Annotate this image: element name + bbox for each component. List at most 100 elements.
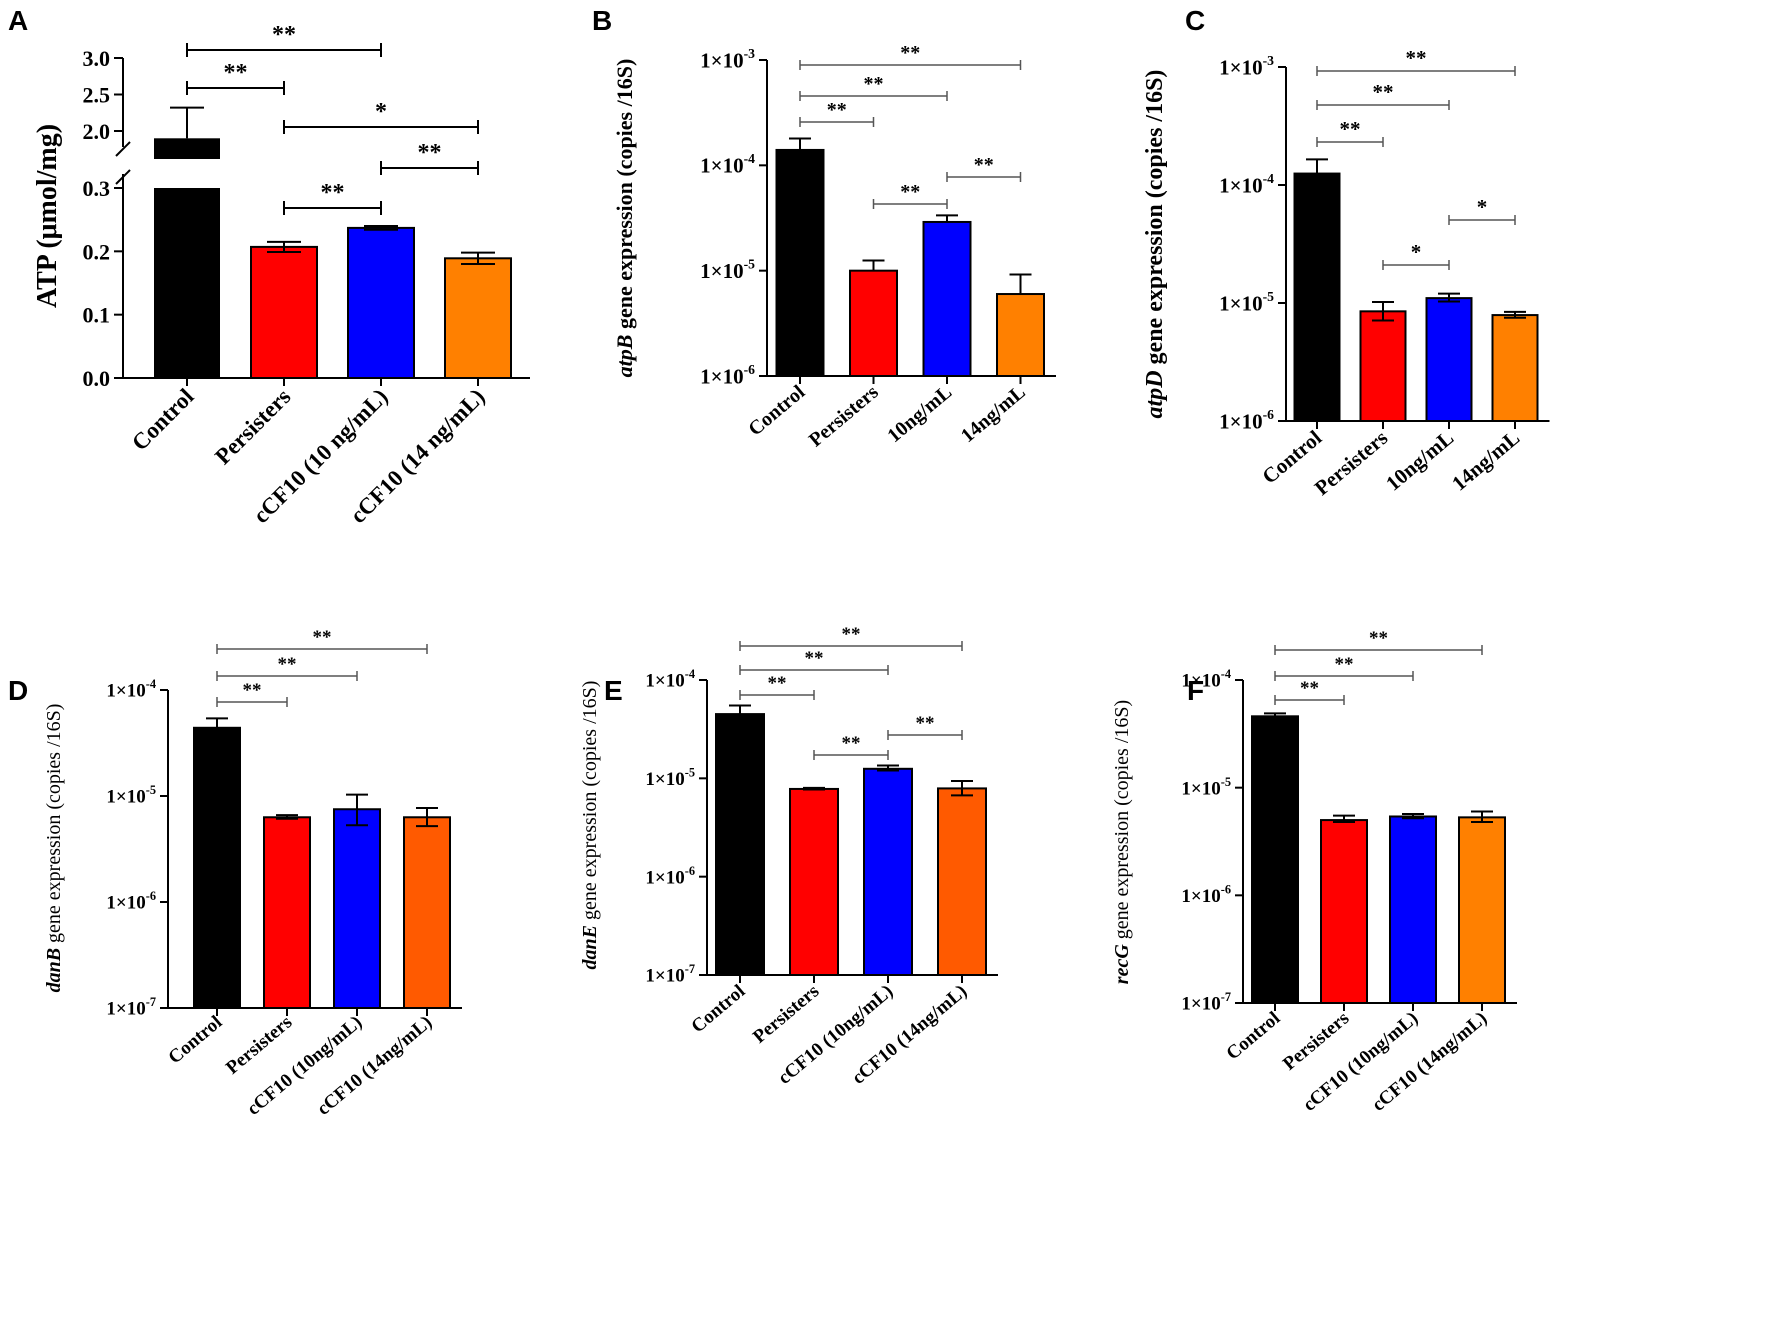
bar-4 [996,293,1045,377]
bar-1 [1251,715,1299,1004]
y-tick-base: 1×10 [645,966,684,987]
y-axis-label-text: gene expression (copies /16S) [1111,700,1133,944]
x-tick-label: Control [687,981,749,1038]
y-tick-base: 1×10 [700,48,743,72]
significance-label: ** [1373,80,1394,104]
y-tick-base: 1×10 [1181,994,1220,1015]
y-tick-label: 0.2 [83,239,111,264]
y-tick-label: 0.0 [83,366,111,391]
y-tick-label: 1×10-5 [700,257,755,283]
significance-label: ** [1340,117,1361,141]
panel-c: 1×10-61×10-51×10-41×10-3ControlPersister… [1142,46,1550,500]
bar-4 [403,816,451,1009]
x-tick-label: 14ng/mL [1447,425,1524,495]
bar-4 [1458,816,1506,1004]
x-tick-label: 10ng/mL [883,381,956,447]
x-tick-label: 14ng/mL [957,381,1030,447]
y-tick-exponent: -5 [685,765,695,779]
y-tick-label: 1×10-3 [1219,53,1274,79]
panel-letter-f: F [1187,675,1204,706]
y-tick-base: 1×10 [1219,55,1262,79]
x-tick-label: Control [127,384,199,456]
bar-2 [1359,310,1407,422]
significance-label: ** [278,654,297,675]
y-tick-base: 1×10 [1219,173,1262,197]
panel-letter-b: B [592,5,612,36]
y-tick-exponent: -7 [146,995,156,1009]
y-tick-label: 1×10-7 [645,962,695,987]
y-tick-label: 1×10-7 [106,995,156,1020]
bar-1 [193,726,241,1009]
y-tick-base: 1×10 [645,671,684,692]
panel-letter-a: A [8,5,28,36]
y-tick-exponent: -6 [1221,882,1231,896]
y-tick-base: 1×10 [1219,409,1262,433]
y-tick-base: 1×10 [1181,886,1220,907]
y-axis-label: recG gene expression (copies /16S) [1111,700,1133,984]
significance-label: ** [1300,678,1319,699]
significance-label: ** [418,140,442,166]
y-axis-label-gene: danB [43,948,65,992]
significance-label: ** [916,713,935,734]
significance-label: ** [900,42,920,64]
x-tick-label: Persisters [210,384,295,469]
y-tick-base: 1×10 [1181,671,1220,692]
x-tick-label: cCF10 (10ng/mL) [243,1012,366,1120]
y-tick-label: 1×10-4 [645,667,695,692]
panel-letter-d: D [8,675,28,706]
y-tick-base: 1×10 [645,769,684,790]
y-axis-label: ATP (μmol/mg) [32,124,63,308]
panel-letter-e: E [604,675,623,706]
x-tick-label: Persisters [749,981,823,1048]
significance-label: * [1477,195,1488,219]
significance-label: ** [864,73,884,95]
x-tick-label: Persisters [1310,425,1392,500]
y-tick-exponent: -5 [1263,289,1275,304]
y-tick-label: 1×10-4 [1181,667,1231,692]
bar-1 [1293,172,1341,422]
bar-4 [1491,314,1539,423]
bar-3 [922,220,972,377]
y-tick-label: 2.0 [83,119,111,144]
y-axis-label-text: gene expression (copies /16S) [43,704,65,948]
y-tick-exponent: -5 [744,257,756,272]
y-tick-exponent: -3 [744,46,756,61]
y-tick-exponent: -6 [744,362,756,377]
x-tick-label: Control [744,381,809,441]
y-axis-label-text: gene expression (copies /16S) [579,681,601,925]
y-axis-label: danB gene expression (copies /16S) [43,704,65,993]
significance-label: ** [313,627,332,648]
y-tick-label: 1×10-4 [106,677,156,702]
y-tick-exponent: -3 [1263,53,1275,68]
y-tick-label: 1×10-5 [1181,775,1231,800]
y-axis-label-gene: danE [579,925,601,969]
bar-3 [347,226,415,379]
y-tick-base: 1×10 [645,867,684,888]
axis-break-mark [115,141,131,157]
y-tick-exponent: -5 [146,783,156,797]
y-tick-label: 1×10-6 [700,362,755,388]
y-tick-label: 2.5 [83,83,111,108]
significance-label: * [375,99,387,125]
y-tick-label: 1×10-6 [645,864,695,889]
y-tick-label: 1×10-6 [106,889,156,914]
significance-label: ** [272,22,296,48]
x-tick-label: cCF10 (14ng/mL) [1368,1008,1491,1116]
x-tick-label: Control [1222,1008,1284,1065]
y-tick-exponent: -6 [685,864,695,878]
significance-label: ** [842,624,861,645]
x-tick-label: Control [164,1012,226,1069]
y-tick-exponent: -7 [1221,990,1231,1004]
significance-label: ** [900,181,920,203]
y-tick-base: 1×10 [106,787,145,808]
y-axis-label-gene: recG [1111,944,1133,985]
y-tick-base: 1×10 [106,893,145,914]
y-axis-label: danE gene expression (copies /16S) [579,681,601,970]
y-tick-exponent: -4 [1263,171,1275,186]
significance-label: ** [321,180,345,206]
bar-1 [154,188,220,378]
